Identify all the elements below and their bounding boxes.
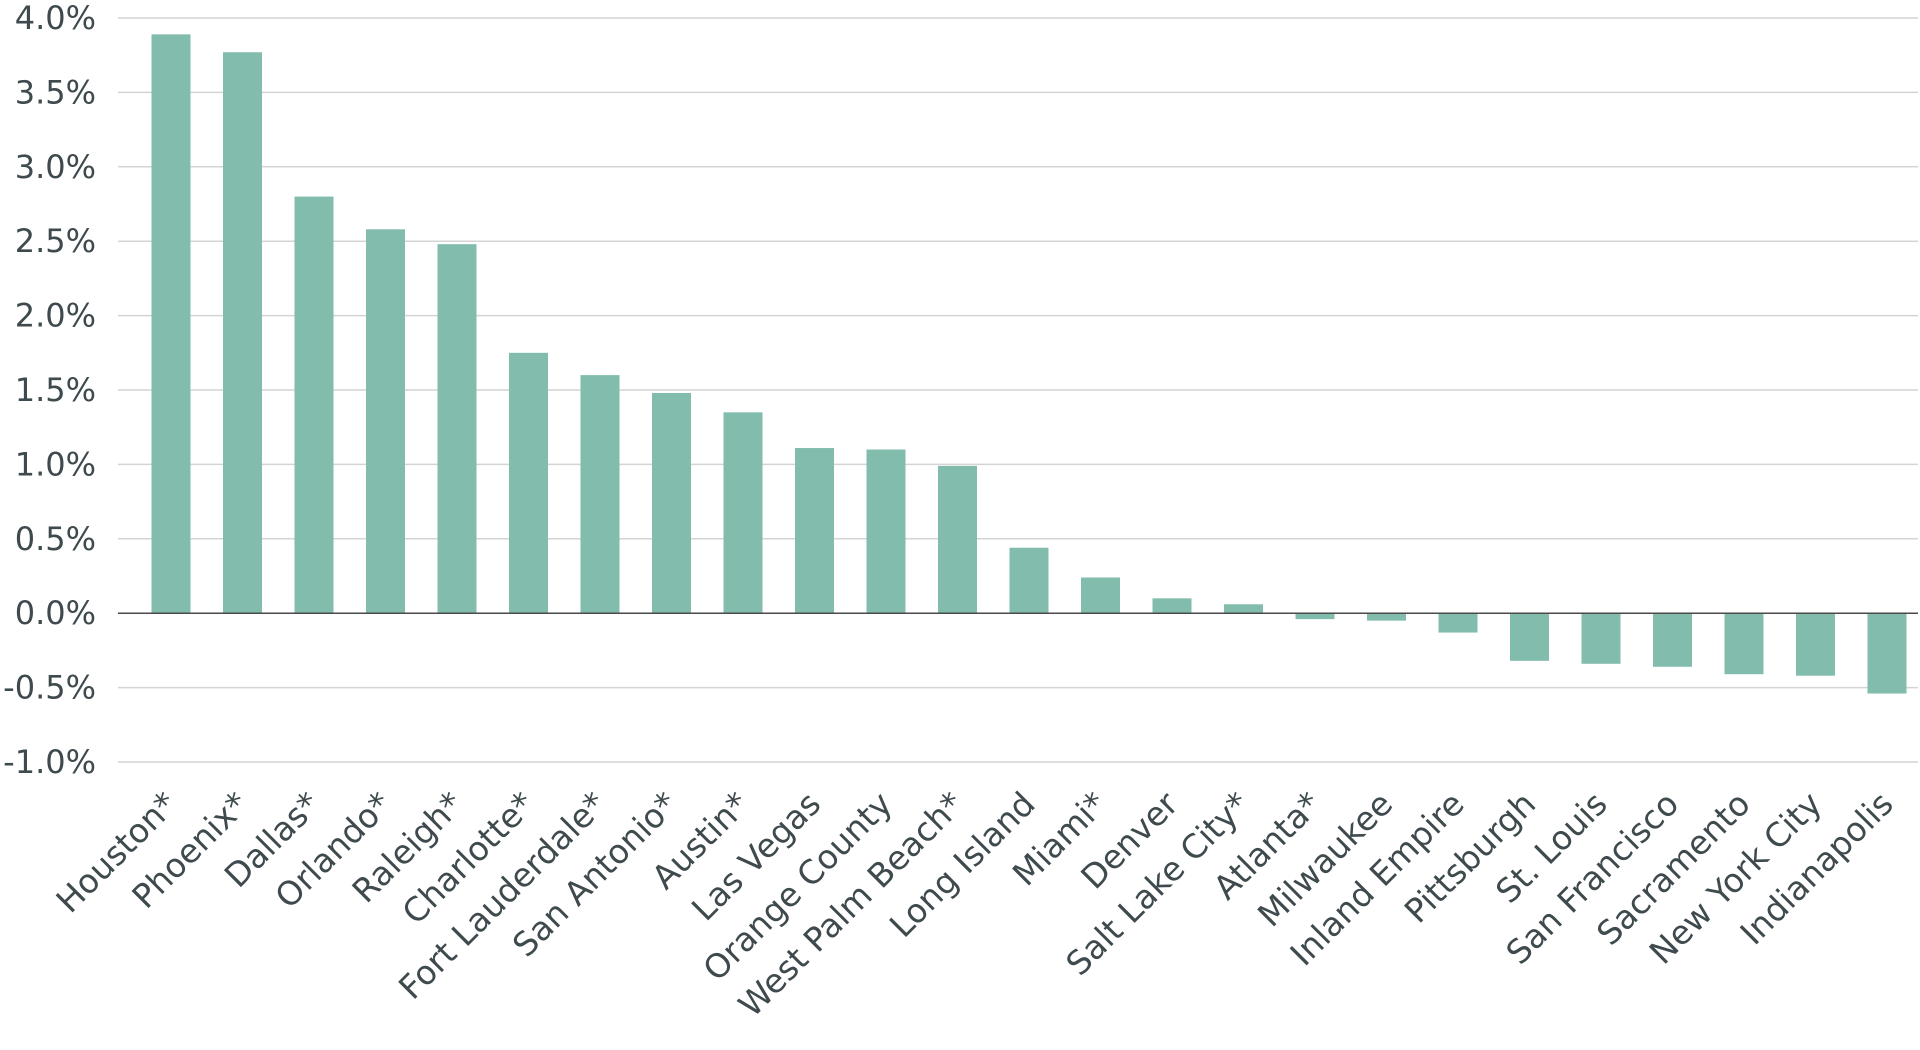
bar	[1367, 613, 1406, 621]
y-axis-tick-labels: 4.0% 3.5% 3.0% 2.5% 2.0% 1.5% 1.0% 0.5% 0.0% -0.5…	[3, 0, 96, 781]
bar	[223, 52, 262, 614]
bar	[580, 375, 620, 614]
bar	[509, 352, 548, 614]
bar	[1438, 613, 1478, 633]
bar	[1009, 547, 1049, 614]
bar	[723, 412, 763, 614]
bar	[151, 34, 191, 614]
y-tick-label: 3.0%	[15, 148, 96, 186]
bar	[795, 448, 834, 614]
bar	[1581, 613, 1621, 664]
y-tick-label: 0.5%	[15, 520, 96, 558]
y-tick-label: 2.5%	[15, 222, 96, 260]
bar	[1081, 577, 1120, 614]
x-axis-tick-labels: Houston*Phoenix*Dallas*Orlando*Raleigh*C…	[48, 784, 1900, 1025]
y-tick-label: 2.0%	[15, 297, 96, 335]
bar	[1653, 613, 1692, 667]
y-tick-label: 1.0%	[15, 445, 96, 483]
bar	[938, 465, 977, 614]
gridlines	[118, 17, 1918, 763]
bar	[366, 229, 405, 614]
bar	[437, 244, 477, 614]
bar	[294, 196, 334, 614]
y-tick-label: -0.5%	[3, 669, 96, 707]
bar	[1796, 613, 1835, 676]
bar	[1510, 613, 1549, 661]
bar	[866, 449, 906, 614]
y-tick-label: 3.5%	[15, 73, 96, 111]
y-tick-label: 0.0%	[15, 594, 96, 632]
bar	[1152, 598, 1192, 614]
y-tick-label: 4.0%	[15, 0, 96, 37]
bar	[1867, 613, 1907, 694]
y-tick-label: 1.5%	[15, 371, 96, 409]
bar	[652, 392, 691, 614]
y-tick-label: -1.0%	[3, 743, 96, 781]
bar	[1724, 613, 1764, 675]
bars	[151, 34, 1907, 694]
bar	[1295, 613, 1335, 620]
bar	[1224, 604, 1263, 614]
